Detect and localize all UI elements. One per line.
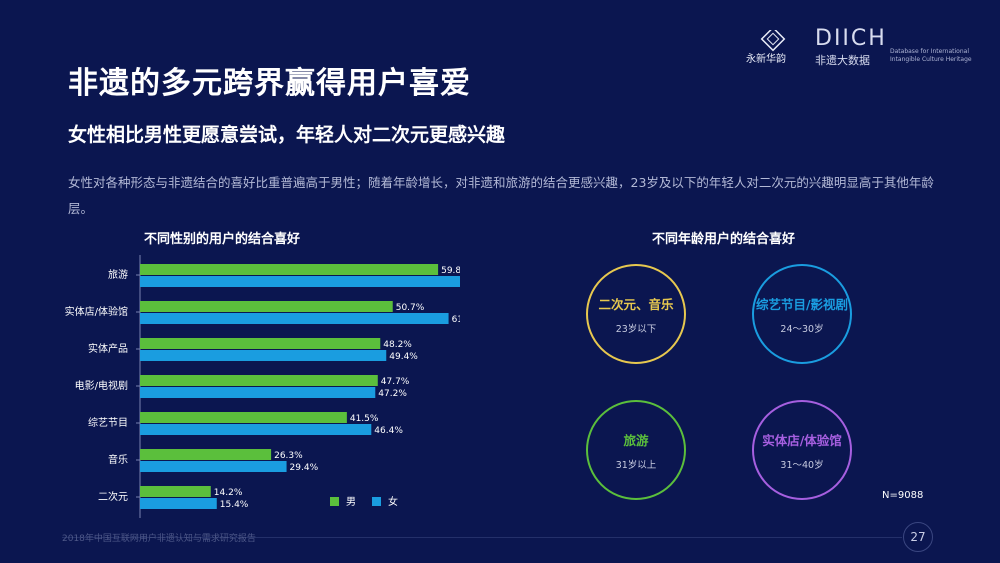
age-group-preference: 二次元、音乐	[598, 296, 674, 312]
bar-male	[140, 449, 272, 460]
bar-female	[140, 350, 387, 361]
bar-female	[140, 424, 372, 435]
bar-female	[140, 498, 217, 509]
legend-swatch	[330, 497, 339, 506]
data-label: 49.4%	[389, 352, 418, 362]
data-label: 50.7%	[396, 303, 425, 313]
bar-male	[140, 264, 439, 275]
brand-logo-english: Database for International Intangible Cu…	[890, 48, 972, 63]
gender-bar-chart: 旅游59.8%66.2%实体店/体验馆50.7%61.9%实体产品48.2%49…	[65, 255, 460, 518]
footer-source: 2018年中国互联网用户非遗认知与需求研究报告	[62, 534, 256, 544]
page-description: 女性对各种形态与非遗结合的喜好比重普遍高于男性；随着年龄增长，对非遗和旅游的结合…	[68, 175, 934, 216]
category-label: 音乐	[108, 453, 128, 466]
age-chart-title: 不同年龄用户的结合喜好	[652, 232, 796, 247]
brand-logo: DIICH	[815, 26, 887, 51]
footer-divider	[62, 537, 902, 538]
legend-label: 女	[388, 495, 398, 508]
bar-female	[140, 461, 287, 472]
data-label: 61.9%	[452, 315, 460, 325]
data-label: 59.8%	[441, 266, 460, 276]
bar-male	[140, 338, 381, 349]
category-label: 实体店/体验馆	[65, 305, 128, 318]
age-group-range: 31～40岁	[780, 459, 824, 471]
page-number: 27	[903, 522, 933, 552]
age-group-circle: 实体店/体验馆 31～40岁	[752, 400, 852, 500]
bar-male	[140, 486, 211, 497]
data-label: 15.4%	[220, 500, 249, 510]
age-group-range: 31岁以上	[615, 459, 657, 471]
gender-chart-title: 不同性别的用户的结合喜好	[144, 232, 301, 247]
data-label: 14.2%	[214, 488, 243, 498]
age-group-circle: 旅游 31岁以上	[586, 400, 686, 500]
legend-label: 男	[346, 496, 356, 508]
page-title: 非遗的多元跨界赢得用户喜爱	[68, 66, 471, 101]
age-group-preference: 综艺节目/影视剧	[755, 296, 849, 312]
data-label: 29.4%	[290, 463, 319, 473]
data-label: 47.7%	[381, 377, 410, 387]
bar-male	[140, 375, 378, 386]
sample-size-note: N=9088	[882, 490, 924, 501]
age-group-range: 24～30岁	[780, 323, 824, 335]
brand-logo-subtitle: 非遗大数据	[815, 54, 870, 67]
bar-female	[140, 276, 460, 287]
category-label: 综艺节目	[88, 416, 128, 429]
category-label: 二次元	[98, 490, 128, 503]
category-label: 实体产品	[88, 342, 128, 355]
data-label: 46.4%	[374, 426, 403, 436]
age-group-preference: 实体店/体验馆	[762, 432, 842, 448]
age-group-circle: 综艺节目/影视剧 24～30岁	[752, 264, 852, 364]
data-label: 48.2%	[383, 340, 412, 350]
bar-female	[140, 387, 376, 398]
legend-swatch	[372, 497, 381, 506]
bar-female	[140, 313, 449, 324]
bar-male	[140, 412, 347, 423]
seal-logo-icon	[760, 30, 786, 52]
category-label: 电影/电视剧	[75, 379, 128, 392]
category-label: 旅游	[108, 268, 128, 281]
page-subtitle: 女性相比男性更愿意尝试，年轻人对二次元更感兴趣	[68, 124, 506, 146]
data-label: 41.5%	[350, 414, 379, 424]
seal-logo-text: 永新华韵	[746, 54, 786, 65]
data-label: 26.3%	[274, 451, 303, 461]
bar-male	[140, 301, 393, 312]
data-label: 47.2%	[378, 389, 407, 399]
age-group-circle: 二次元、音乐 23岁以下	[586, 264, 686, 364]
age-group-preference: 旅游	[623, 432, 649, 448]
age-group-range: 23岁以下	[615, 323, 657, 335]
